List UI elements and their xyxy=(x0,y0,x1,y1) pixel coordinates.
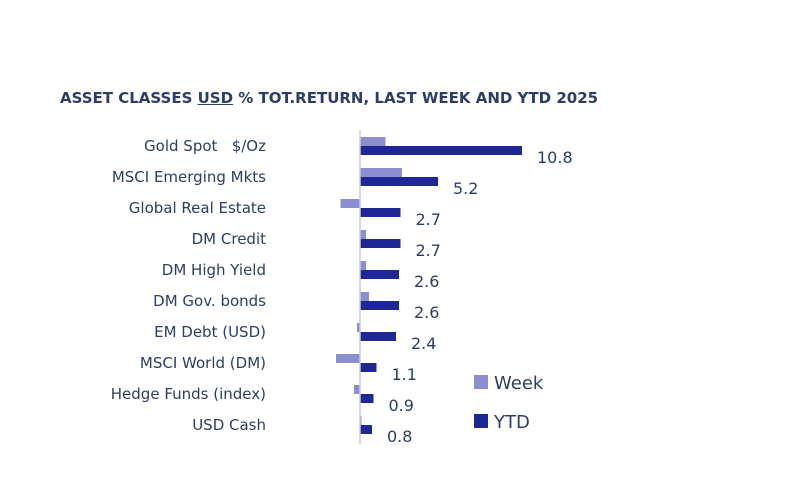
category-label: DM High Yield xyxy=(162,261,266,279)
category-label: Global Real Estate xyxy=(129,199,266,217)
bar-ytd xyxy=(360,363,377,372)
category-label: MSCI World (DM) xyxy=(140,354,266,372)
bar-week xyxy=(340,199,360,208)
bar-ytd xyxy=(360,208,401,217)
value-label: 0.9 xyxy=(389,396,414,415)
legend-swatch xyxy=(474,375,488,389)
value-label: 2.7 xyxy=(416,210,441,229)
bar-ytd xyxy=(360,332,396,341)
legend: Week YTD xyxy=(474,373,544,433)
value-label: 0.8 xyxy=(387,427,412,446)
value-label: 5.2 xyxy=(453,179,478,198)
bar-ytd xyxy=(360,146,522,155)
bar-week xyxy=(360,261,366,270)
category-label: DM Credit xyxy=(192,230,266,248)
bar-ytd xyxy=(360,270,399,279)
value-label: 1.1 xyxy=(392,365,417,384)
bar-week xyxy=(360,292,369,301)
category-label: DM Gov. bonds xyxy=(153,292,266,310)
bar-week xyxy=(360,230,366,239)
category-labels: Gold Spot $/Oz MSCI Emerging Mkts Global R… xyxy=(111,137,266,434)
value-labels: 10.8 5.2 2.7 2.7 2.6 2.6 2.4 1.1 0.9 0.8 xyxy=(387,148,573,446)
value-label: 2.6 xyxy=(414,303,439,322)
category-label: USD Cash xyxy=(192,416,266,434)
bar-week xyxy=(360,137,386,146)
category-label: MSCI Emerging Mkts xyxy=(112,168,266,186)
value-label: 2.4 xyxy=(411,334,436,353)
bar-ytd xyxy=(360,425,372,434)
bar-week xyxy=(336,354,360,363)
chart-title: ASSET CLASSES USD % TOT.RETURN, LAST WEE… xyxy=(60,89,598,107)
bar-ytd xyxy=(360,394,374,403)
value-label: 2.7 xyxy=(416,241,441,260)
legend-swatch xyxy=(474,414,488,428)
bar-ytd xyxy=(360,301,399,310)
bar-ytd xyxy=(360,177,438,186)
chart-title-usd: USD xyxy=(197,89,234,107)
chart-title-part-1: ASSET CLASSES xyxy=(60,89,198,107)
bar-ytd xyxy=(360,239,401,248)
category-label: Hedge Funds (index) xyxy=(111,385,266,403)
chart-title-part-2: % TOT.RETURN, LAST WEEK AND YTD 2025 xyxy=(233,89,599,107)
bar-week xyxy=(357,323,360,332)
legend-label: Week xyxy=(494,373,544,394)
legend-label: YTD xyxy=(493,412,530,433)
value-label: 2.6 xyxy=(414,272,439,291)
bar-week xyxy=(354,385,360,394)
bar-week xyxy=(360,168,402,177)
category-label: Gold Spot $/Oz xyxy=(144,137,266,155)
category-label: EM Debt (USD) xyxy=(154,323,266,341)
value-label: 10.8 xyxy=(537,148,573,167)
